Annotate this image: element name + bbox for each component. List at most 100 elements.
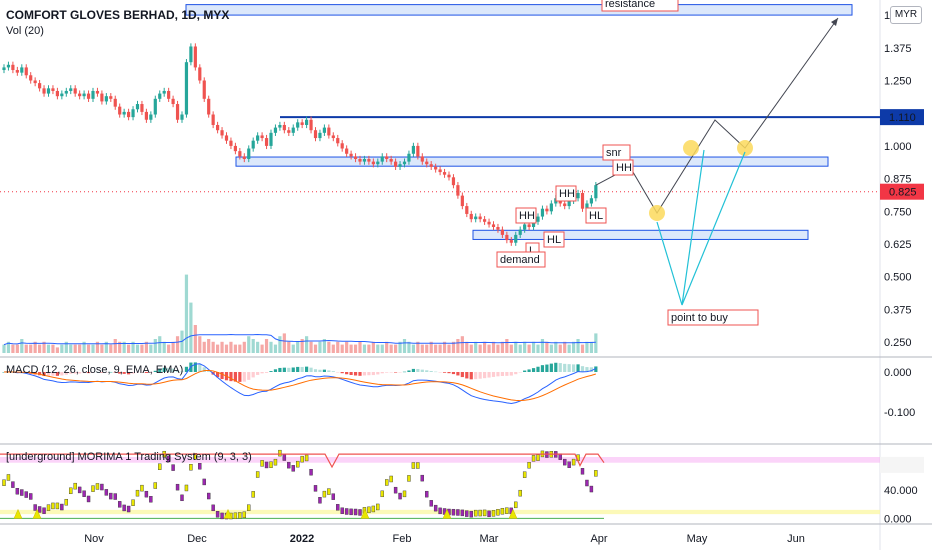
currency-button[interactable]: MYR xyxy=(890,6,922,24)
level-price-tag xyxy=(880,109,924,126)
macd-histogram-bar xyxy=(256,372,260,375)
volume-bar xyxy=(345,341,349,353)
macd-histogram-bar xyxy=(296,366,300,372)
volume-bar xyxy=(416,341,420,353)
annotation-point-to-buy: point to buy xyxy=(671,312,728,324)
macd-histogram-bar xyxy=(518,372,522,373)
volume-bar xyxy=(340,344,344,353)
volume-bar xyxy=(353,344,358,353)
macd-histogram-bar xyxy=(483,372,487,379)
volume-bar xyxy=(224,344,229,353)
oscillator-bar xyxy=(349,508,353,516)
oscillator-bar xyxy=(536,454,540,461)
volume-bar xyxy=(64,341,68,353)
volume-bar xyxy=(189,302,193,353)
volume-bar xyxy=(487,344,491,353)
macd-histogram-bar xyxy=(86,372,91,374)
zone-snr xyxy=(235,156,829,167)
candle-body xyxy=(131,109,135,118)
oscillator-bar xyxy=(313,485,318,492)
annotation-hh-box xyxy=(515,207,537,224)
oscillator-bar xyxy=(318,497,322,504)
oscillator-bar xyxy=(287,461,291,469)
annotation-resistance: resistance xyxy=(605,0,655,10)
candle-body xyxy=(184,62,189,115)
candle-body xyxy=(429,164,433,167)
volume-bar xyxy=(429,341,433,353)
candle-body xyxy=(305,119,309,125)
volume-bar xyxy=(509,344,513,353)
candle-body xyxy=(469,213,473,220)
level-price-label: 1.110 xyxy=(889,112,916,124)
macd-histogram-bar xyxy=(273,369,278,372)
candle-body xyxy=(189,46,193,63)
macd-histogram-bar xyxy=(451,372,456,375)
macd-histogram-bar xyxy=(394,372,398,373)
volume-bar xyxy=(594,333,598,353)
macd-histogram-bar xyxy=(345,372,349,375)
macd-histogram-bar xyxy=(411,368,415,372)
oscillator-bar xyxy=(327,488,331,495)
macd-histogram-bar xyxy=(527,369,531,372)
oscillator-bar xyxy=(309,468,313,476)
macd-histogram-bar xyxy=(131,372,135,374)
oscillator-bar xyxy=(518,489,522,497)
macd-histogram-bar xyxy=(416,369,420,372)
volume-bar xyxy=(540,339,545,353)
macd-histogram-bar xyxy=(554,362,558,372)
oscillator-bar xyxy=(51,502,55,510)
macd-histogram-bar xyxy=(336,372,340,373)
volume-bar xyxy=(589,341,593,353)
macd-histogram-bar xyxy=(207,371,211,372)
candle-body xyxy=(345,148,349,154)
oscillator-bar xyxy=(202,478,206,486)
oscillator-bar xyxy=(322,490,327,498)
buy-signal-triangle xyxy=(360,508,370,519)
macd-histogram-bar xyxy=(376,372,380,375)
macd-histogram-bar xyxy=(478,372,482,379)
volume-bar xyxy=(327,341,331,353)
volume-bar xyxy=(86,344,91,353)
volume-bar xyxy=(456,339,460,353)
volume-bar xyxy=(6,341,11,353)
candle-body xyxy=(269,132,273,146)
oscillator-bar xyxy=(60,503,64,511)
macd-histogram-bar xyxy=(193,362,197,372)
macd-histogram-bar xyxy=(113,372,117,373)
candle-body xyxy=(171,98,175,105)
oscillator-bar xyxy=(206,492,211,500)
volume-bar xyxy=(580,344,585,353)
volume-bar xyxy=(140,344,144,353)
macd-histogram-bar xyxy=(456,372,460,376)
volume-bar xyxy=(420,344,424,353)
macd-histogram-bar xyxy=(331,371,335,372)
candle-body xyxy=(20,67,24,73)
oscillator-tick-label: 0.000 xyxy=(884,513,912,525)
volume-bar xyxy=(442,341,447,353)
volume-bar xyxy=(407,341,411,353)
oscillator-bar xyxy=(131,499,135,506)
oscillator-bar xyxy=(220,512,224,520)
oscillator-bar xyxy=(64,498,69,506)
oscillator-bar xyxy=(193,453,198,460)
macd-histogram-bar xyxy=(180,371,184,372)
oscillator-bar xyxy=(291,465,295,472)
oscillator-bar xyxy=(478,509,482,517)
oscillator-bar xyxy=(100,483,104,491)
macd-histogram-bar xyxy=(55,372,59,376)
macd-histogram-bar xyxy=(82,372,86,374)
oscillator-bar xyxy=(109,492,113,500)
macd-histogram-bar xyxy=(73,372,77,374)
current-price-tag xyxy=(880,183,924,200)
macd-histogram-bar xyxy=(509,372,513,376)
volume-bar xyxy=(322,339,326,353)
buy-signal-triangle xyxy=(442,508,452,519)
oscillator-bar xyxy=(211,504,215,512)
macd-histogram-bar xyxy=(580,366,585,372)
candle-body xyxy=(78,93,82,97)
buy-signal-triangle xyxy=(32,508,42,519)
candle-body xyxy=(589,198,593,204)
candle-body xyxy=(398,164,402,167)
candle-body xyxy=(64,90,68,94)
candle-body xyxy=(153,98,157,115)
